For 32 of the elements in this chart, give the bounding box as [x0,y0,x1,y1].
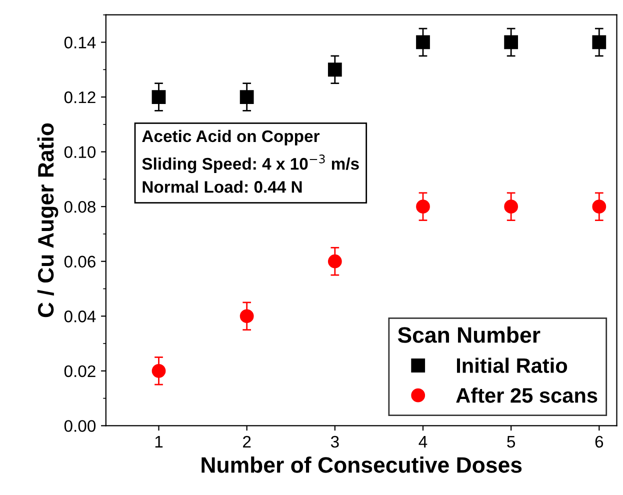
y-axis-title: C / Cu Auger Ratio [37,123,58,318]
text: Acetic Acid on Copper Sliding Speed: 4 x 10$^{−3}$ m/s Normal Load: 0.44 N [142,130,359,193]
point [152,364,166,378]
y-tick-label: 0.10 [64,146,96,158]
x-tick-label: 3 [330,436,339,448]
point [592,35,606,50]
point [328,254,342,268]
point [152,90,166,104]
point [240,309,254,324]
x-tick-label: 4 [418,436,428,448]
legend-label: Initial Ratio [456,358,568,373]
x-tick-label: 6 [595,436,604,448]
y-tick-label: 0.00 [64,420,96,432]
legend-title: Scan Number [398,326,540,343]
y-tick-label: 0.02 [64,365,96,378]
x-tick-label: 2 [243,436,251,448]
y-tick-label: 0.04 [64,310,96,322]
y-tick-label: 0.12 [64,91,96,104]
point [328,62,342,77]
x-tick-label: 1 [155,436,163,448]
point [240,90,254,104]
y-tick-label: 0.08 [64,200,96,213]
x-tick-label: 5 [507,436,516,448]
x-axis-title: Number of Consecutive Doses [202,456,522,473]
point [416,35,430,50]
point [416,200,430,214]
legend-label: After 25 scans [456,388,598,403]
point [504,200,518,214]
y-tick-label: 0.14 [64,36,96,48]
y-tick-label: 0.06 [64,256,96,268]
point [504,35,518,50]
point [592,200,606,214]
